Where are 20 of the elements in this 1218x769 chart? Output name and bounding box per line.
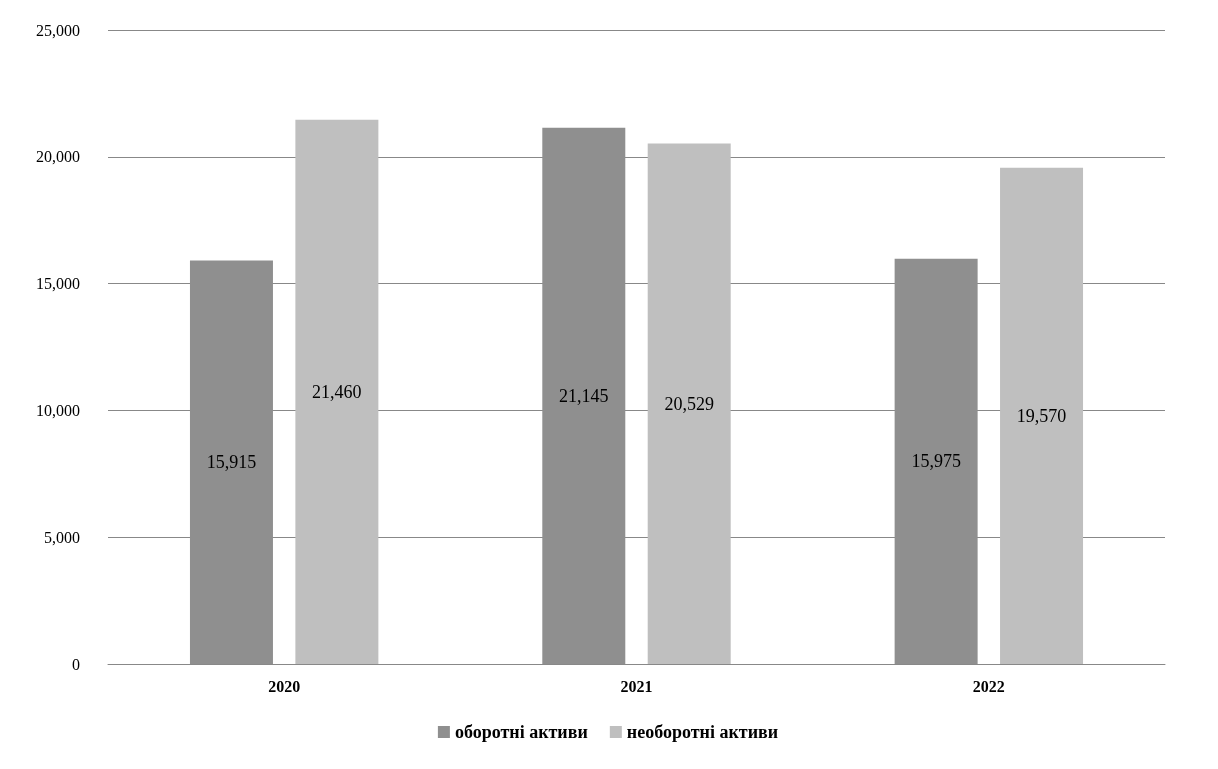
- bar: [295, 119, 379, 664]
- data-label: 15,915: [206, 452, 257, 473]
- y-tick-label: 20,000: [36, 148, 80, 166]
- x-tick-label: 2021: [620, 677, 653, 695]
- y-tick-label: 5,000: [44, 528, 80, 546]
- x-tick-label: 2020: [268, 677, 301, 695]
- data-label: 15,975: [911, 451, 961, 472]
- data-label: 19,570: [1016, 405, 1067, 426]
- x-tick-label: 2022: [972, 677, 1005, 695]
- legend-label: необоротні активи: [626, 722, 779, 742]
- data-label: 20,529: [664, 393, 714, 414]
- y-tick-label: 25,000: [36, 21, 80, 39]
- y-tick-label: 0: [72, 655, 80, 673]
- y-tick-label: 10,000: [36, 401, 80, 419]
- bar: [1000, 167, 1084, 664]
- data-label: 21,145: [559, 385, 609, 406]
- data-label: 21,460: [312, 381, 362, 402]
- legend-label: оборотні активи: [454, 722, 588, 742]
- bar: [647, 143, 731, 664]
- y-tick-label: 15,000: [36, 275, 80, 293]
